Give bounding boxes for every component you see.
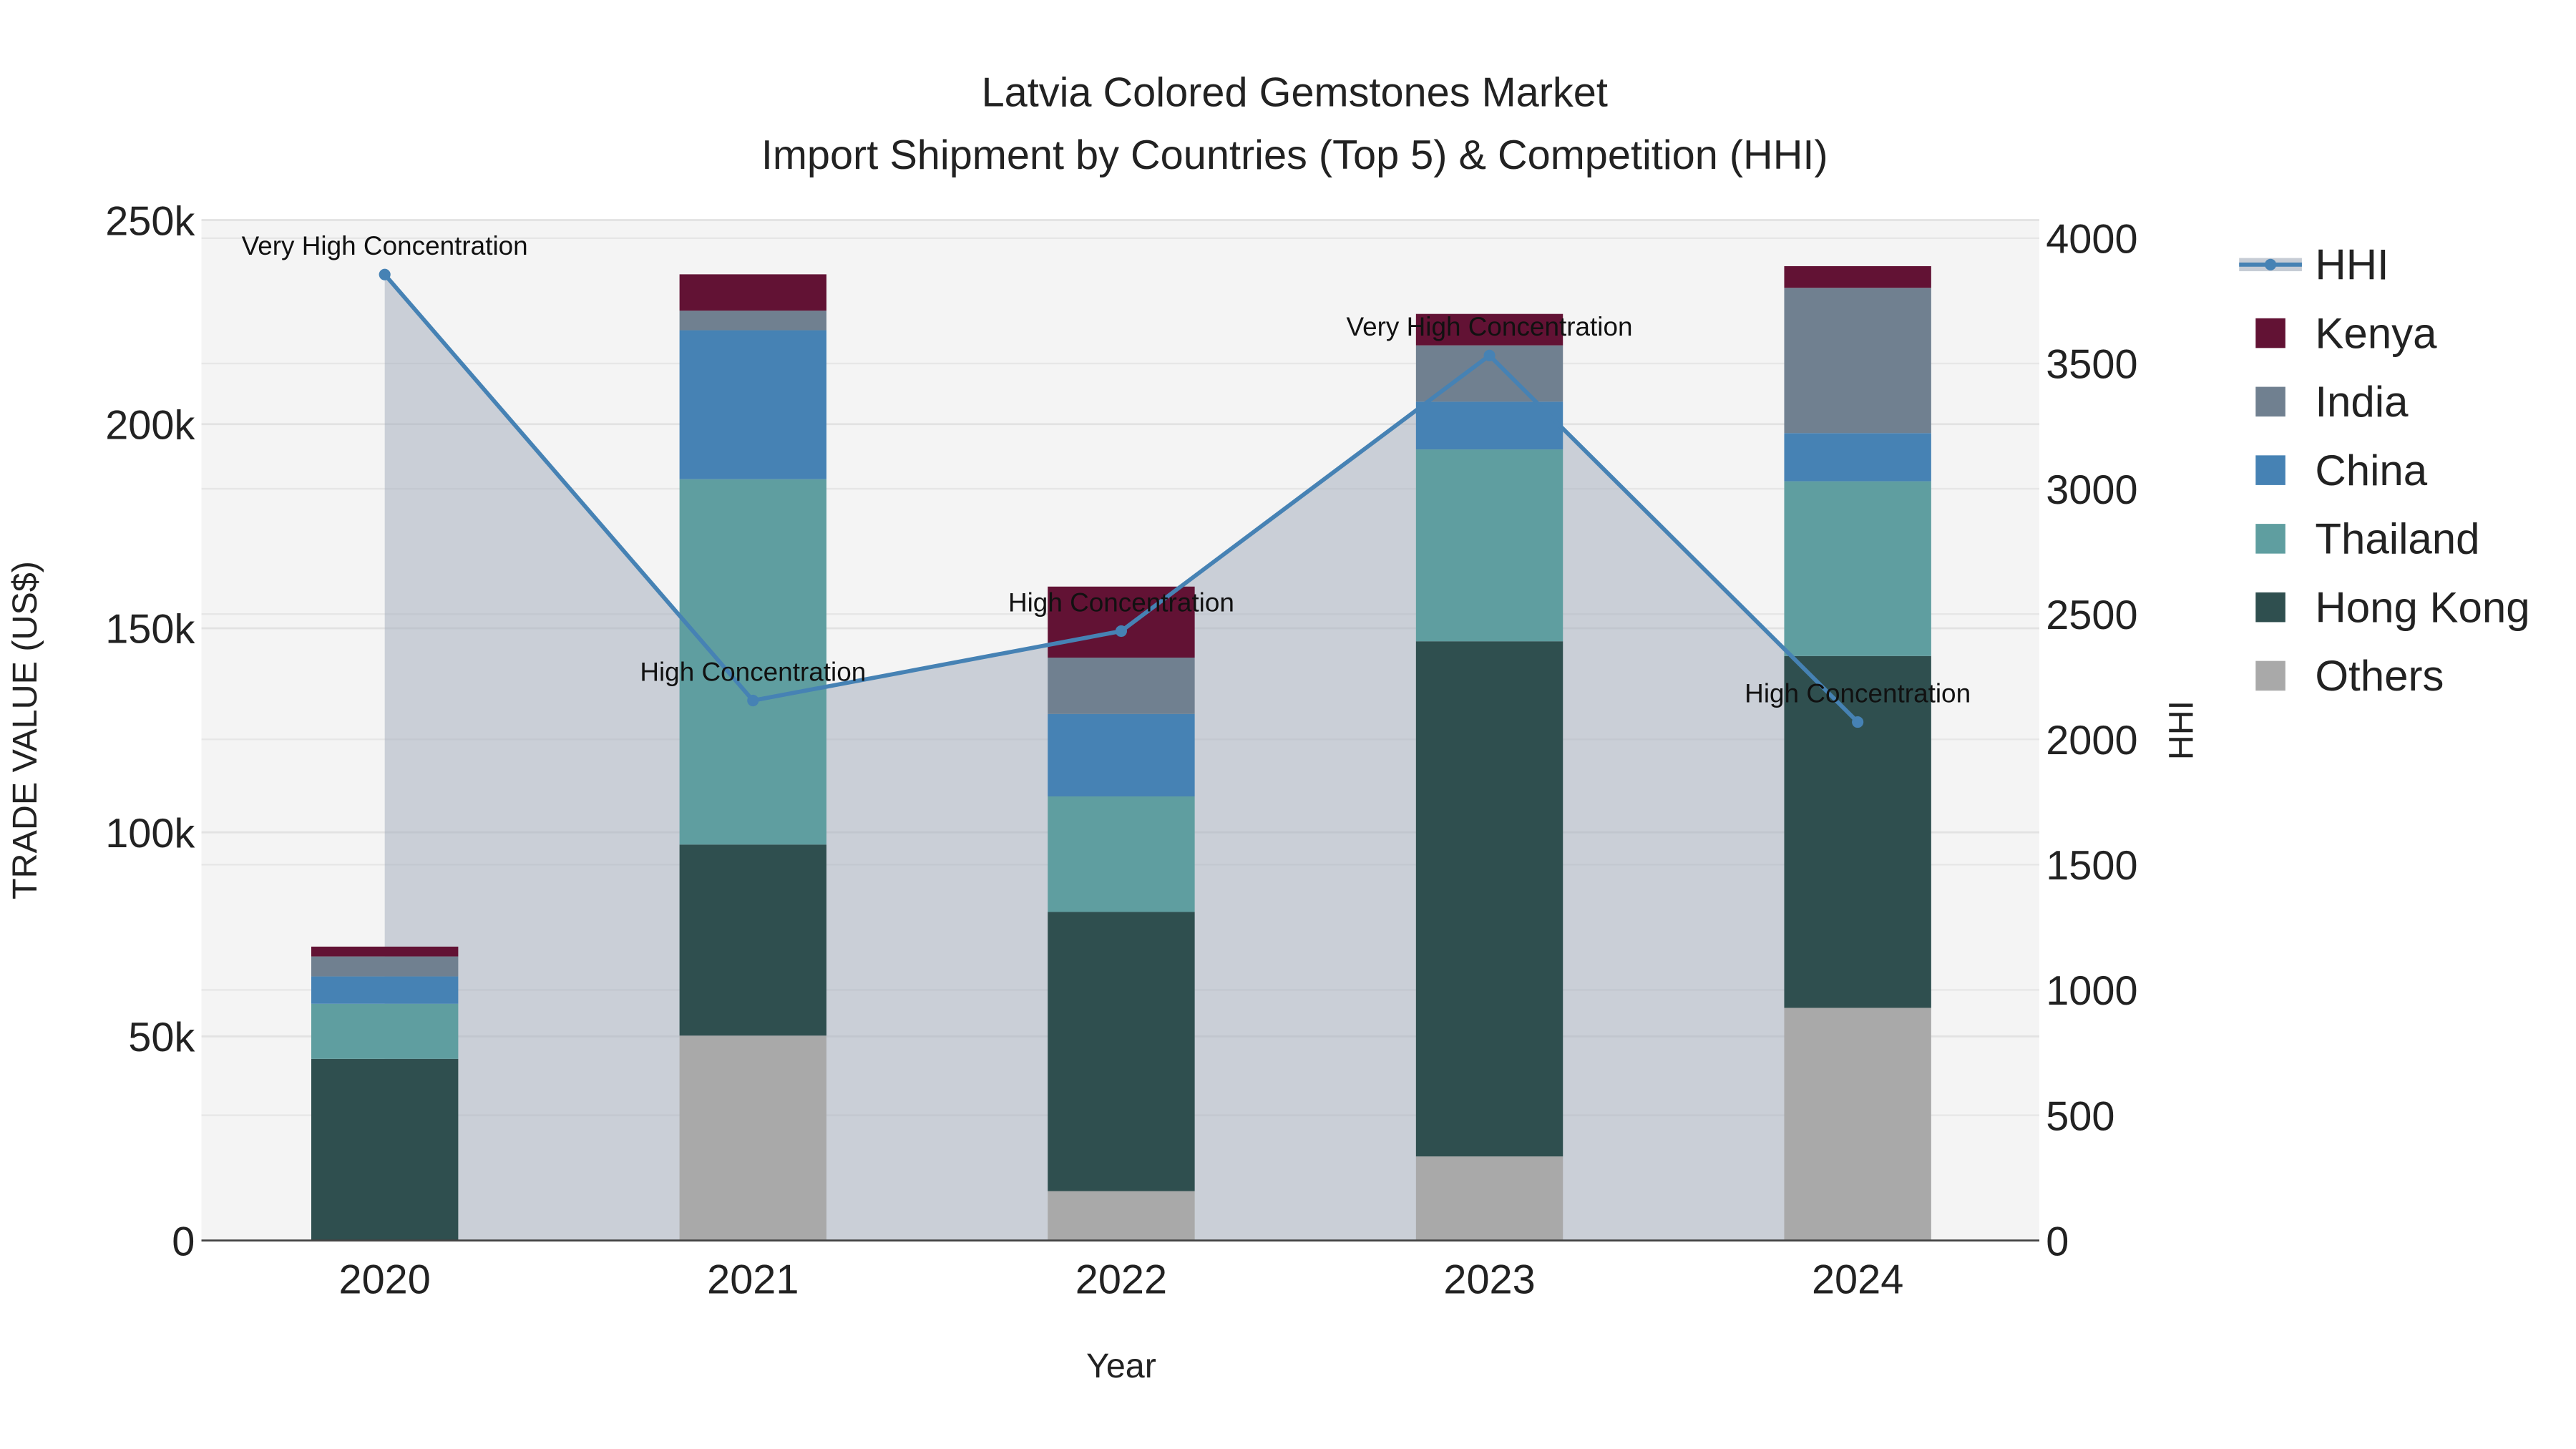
bars [311, 265, 1931, 1241]
x-tick-label: 2023 [1443, 1257, 1535, 1303]
legend-label: India [2315, 378, 2409, 426]
bar-china [679, 330, 826, 479]
legend-label: China [2315, 447, 2427, 494]
bar-china [1048, 713, 1195, 796]
bar-china [311, 976, 459, 1004]
bar-kenya [1784, 265, 1931, 288]
x-tick-label: 2021 [707, 1257, 799, 1303]
y-axis-label: TRADE VALUE (US$) [6, 561, 44, 899]
y2-tick-label: 4000 [2046, 217, 2137, 263]
bar-india [679, 311, 826, 331]
bar-hong-kong [1415, 641, 1563, 1157]
hhi-annotation: High Concentration [1745, 678, 1971, 708]
bar-china [1415, 401, 1563, 450]
legend-swatch [2255, 318, 2285, 348]
y2-tick-label: 3500 [2046, 342, 2137, 388]
bar-thailand [1048, 796, 1195, 912]
legend-label: Others [2315, 652, 2444, 700]
bar-india [1784, 288, 1931, 434]
chart-title: Latvia Colored Gemstones Market [982, 69, 1608, 115]
legend: HHI Kenya India China Thailand Hong Kong Other… [2239, 241, 2530, 700]
bar-others [679, 1035, 826, 1241]
y2-tick-label: 2000 [2046, 718, 2137, 763]
bar-hong-kong [1048, 912, 1195, 1191]
bar-others [1048, 1191, 1195, 1241]
bar-hong-kong [311, 1058, 459, 1241]
hhi-annotation: High Concentration [1008, 587, 1234, 617]
x-tick-label: 2022 [1075, 1257, 1167, 1303]
legend-label: HHI [2315, 241, 2389, 289]
hhi-point [379, 268, 391, 280]
hhi-annotation: High Concentration [640, 657, 866, 686]
y2-tick-label: 500 [2046, 1093, 2114, 1139]
bar-china [1784, 433, 1931, 482]
y-tick-label: 150k [105, 607, 195, 653]
hhi-annotation: Very High Concentration [1347, 312, 1633, 341]
x-tick-label: 2024 [1812, 1257, 1903, 1303]
bar-others [1415, 1156, 1563, 1241]
bar-hong-kong [679, 844, 826, 1036]
y2-tick-label: 2500 [2046, 592, 2137, 638]
y2-tick-label: 3000 [2046, 467, 2137, 513]
legend-swatch [2255, 592, 2285, 623]
axes: 0 50k 100k 150k 200k 250k 0 500 1000 1500 2000 2500… [105, 198, 2137, 1302]
legend-swatch [2255, 386, 2285, 417]
bar-thailand [1415, 449, 1563, 642]
hhi-point [1852, 716, 1864, 728]
bar-kenya [1415, 313, 1563, 346]
y-tick-label: 250k [105, 198, 195, 244]
y-tick-label: 200k [105, 403, 195, 449]
hhi-annotation: Very High Concentration [242, 231, 528, 260]
bar-india [1048, 658, 1195, 714]
bar-thailand [1784, 481, 1931, 656]
hhi-point [747, 694, 759, 707]
x-tick-label: 2020 [339, 1257, 431, 1303]
bar-hong-kong [1784, 655, 1931, 1008]
legend-swatch [2255, 524, 2285, 554]
bar-thailand [679, 479, 826, 845]
legend-swatch [2255, 455, 2285, 485]
bar-others [1784, 1008, 1931, 1241]
y-tick-label: 0 [172, 1219, 195, 1264]
y2-tick-label: 0 [2046, 1219, 2069, 1264]
bar-kenya [1048, 586, 1195, 658]
legend-hhi-marker [2265, 258, 2277, 270]
hhi-point [1483, 349, 1496, 361]
hhi-line: Very High Concentration High Concentratio… [242, 231, 1971, 728]
bar-india [311, 956, 459, 977]
legend-label: Kenya [2315, 309, 2437, 357]
legend-label: Thailand [2315, 515, 2479, 563]
bar-thailand [311, 1003, 459, 1059]
chart-subtitle: Import Shipment by Countries (Top 5) & C… [761, 132, 1828, 178]
hhi-point [1115, 625, 1127, 638]
y2-tick-label: 1000 [2046, 968, 2137, 1014]
x-axis-label: Year [1086, 1347, 1156, 1385]
y2-axis-label: HHI [2162, 701, 2201, 760]
y-tick-label: 100k [105, 811, 195, 857]
legend-label: Hong Kong [2315, 583, 2529, 631]
bar-kenya [679, 274, 826, 311]
y2-tick-label: 1500 [2046, 843, 2137, 889]
legend-swatch [2255, 660, 2285, 691]
y-tick-label: 50k [128, 1015, 195, 1060]
bar-kenya [311, 946, 459, 957]
